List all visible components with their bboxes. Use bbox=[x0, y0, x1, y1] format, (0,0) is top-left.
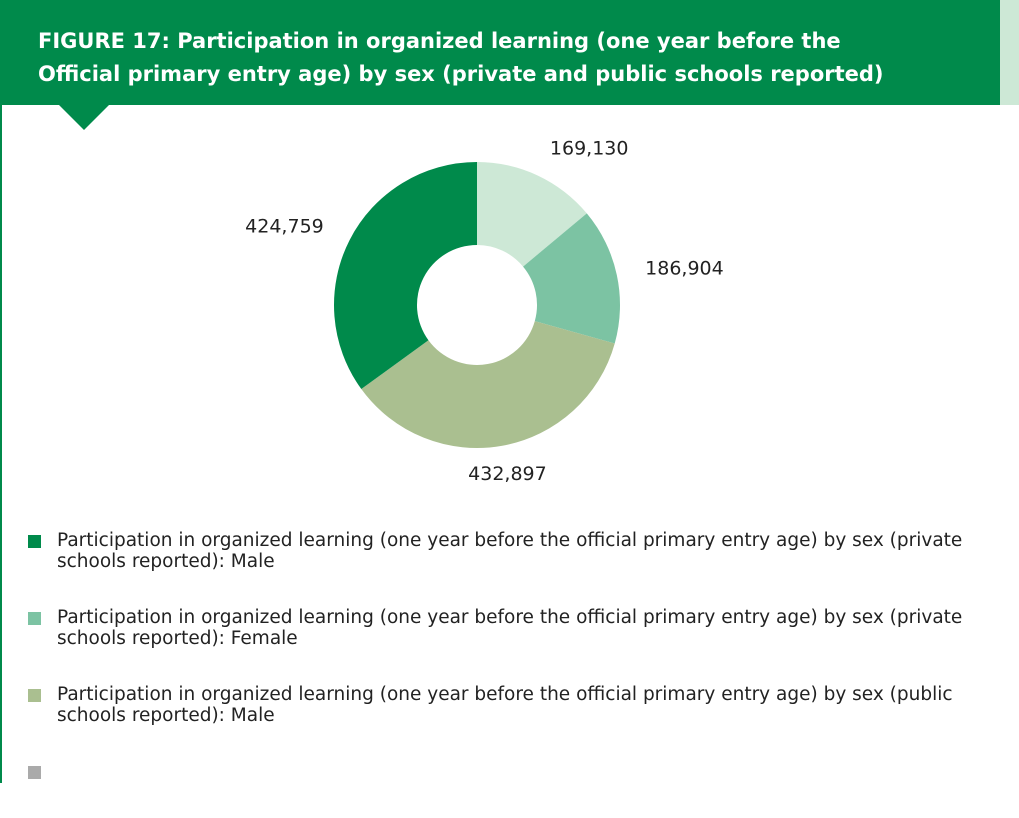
legend-item: Participation in organized learning (one… bbox=[24, 530, 1002, 572]
chart-title: Official primary entry age) by sex (priv… bbox=[38, 62, 884, 86]
header-band bbox=[0, 0, 1000, 105]
data-label: 169,130 bbox=[550, 138, 629, 160]
header-strip bbox=[1000, 0, 1019, 105]
legend-item: Participation in organized learning (one… bbox=[24, 607, 1002, 649]
legend-swatch bbox=[28, 535, 41, 548]
header-pointer bbox=[58, 104, 110, 130]
legend-label: Participation in organized learning (one… bbox=[57, 530, 963, 572]
legend-label: Participation in organized learning (one… bbox=[57, 607, 963, 649]
legend-item: Participation in organized learning (one… bbox=[24, 684, 1002, 726]
donut-slice bbox=[334, 162, 477, 390]
data-label: 424,759 bbox=[245, 215, 324, 237]
legend-swatch bbox=[28, 689, 41, 702]
left-border bbox=[0, 105, 2, 783]
donut-slice bbox=[361, 321, 615, 449]
donut-slice bbox=[477, 162, 587, 267]
figure: FIGURE 17: Participation in organized le… bbox=[0, 0, 1019, 783]
legend-swatch bbox=[28, 766, 41, 779]
data-label: 186,904 bbox=[645, 257, 724, 279]
legend-item bbox=[24, 761, 1002, 783]
data-label: 432,897 bbox=[468, 463, 547, 485]
donut-slice bbox=[523, 213, 621, 344]
legend-label: Participation in organized learning (one… bbox=[57, 684, 953, 726]
legend-swatch bbox=[28, 612, 41, 625]
legend: Participation in organized learning (one… bbox=[24, 530, 1014, 818]
chart-title: FIGURE 17: Participation in organized le… bbox=[38, 29, 841, 53]
donut-chart: 169,130 186,904 432,897 424,759 bbox=[245, 138, 724, 485]
